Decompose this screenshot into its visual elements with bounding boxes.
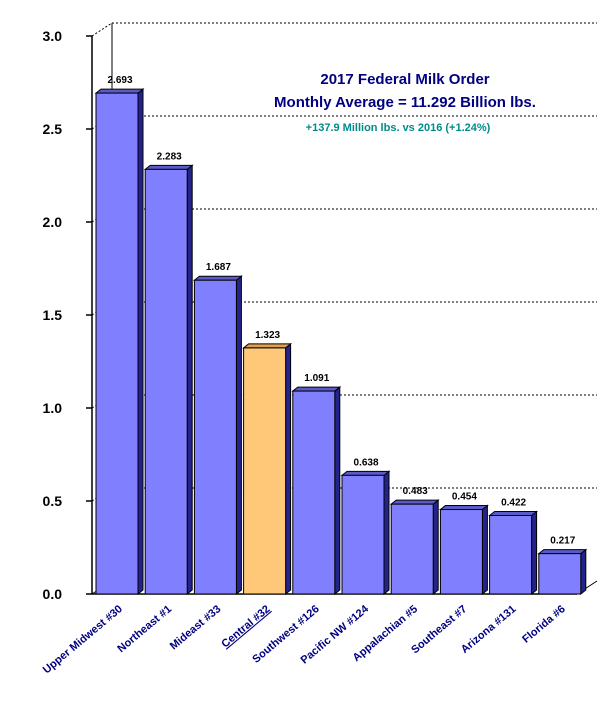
value-label: 0.454 bbox=[452, 492, 477, 503]
value-label: 1.323 bbox=[255, 330, 280, 341]
y-tick-label: 2.0 bbox=[43, 214, 63, 230]
bar-top bbox=[537, 549, 588, 555]
value-label: 2.283 bbox=[157, 151, 182, 162]
category-label: Florida #6 bbox=[520, 603, 568, 646]
y-tick-label: 0.5 bbox=[43, 493, 63, 509]
bar-side bbox=[186, 164, 193, 596]
value-label: 0.422 bbox=[501, 498, 526, 509]
bar bbox=[94, 88, 145, 596]
value-label: 1.687 bbox=[206, 262, 231, 273]
value-labels: 2.693 2.283 1.687 1.323 1.091 0.638 0.483 0.454… bbox=[107, 75, 575, 547]
bars bbox=[94, 88, 588, 596]
bar-side bbox=[137, 88, 144, 596]
bar-top bbox=[340, 470, 391, 476]
bar bbox=[242, 342, 293, 596]
bar-top bbox=[291, 386, 342, 392]
category-label: Upper Midwest #30 bbox=[41, 603, 125, 676]
value-label: 0.638 bbox=[353, 457, 378, 468]
bar bbox=[192, 275, 243, 596]
chart-title-block: 2017 Federal Milk Order Monthly Average … bbox=[274, 71, 536, 134]
bar-side bbox=[285, 342, 292, 596]
bar-front bbox=[292, 390, 336, 595]
y-tick-label: 0.0 bbox=[43, 586, 63, 602]
bar bbox=[389, 499, 440, 596]
bar-front bbox=[489, 515, 533, 595]
bar-side bbox=[580, 548, 587, 596]
bar-side bbox=[334, 386, 341, 596]
bar bbox=[143, 164, 194, 596]
bar-side bbox=[432, 499, 439, 596]
y-tick-label: 3.0 bbox=[43, 28, 63, 44]
bar-top bbox=[143, 164, 194, 170]
bar-front bbox=[439, 509, 483, 595]
bar-front bbox=[341, 474, 385, 595]
bar bbox=[488, 510, 539, 596]
value-label: 2.693 bbox=[107, 75, 132, 86]
value-label: 0.217 bbox=[550, 536, 575, 547]
bar-top bbox=[438, 505, 489, 511]
bar-front bbox=[538, 553, 582, 595]
value-label: 1.091 bbox=[304, 373, 329, 384]
bar-top bbox=[389, 499, 440, 505]
chart-subtitle: Monthly Average = 11.292 Billion lbs. bbox=[274, 94, 536, 111]
category-label: Mideast #33 bbox=[168, 603, 223, 652]
y-tick-label: 1.0 bbox=[43, 400, 63, 416]
bar bbox=[291, 386, 342, 596]
bar-front bbox=[144, 168, 188, 595]
bar-front bbox=[243, 347, 287, 595]
bar-side bbox=[481, 504, 488, 596]
category-label: Northeast #1 bbox=[115, 603, 174, 655]
y-tick-label: 1.5 bbox=[43, 307, 63, 323]
value-label: 0.483 bbox=[403, 486, 428, 497]
bar-front bbox=[95, 92, 139, 595]
bar-top bbox=[192, 275, 243, 281]
bar-side bbox=[531, 510, 538, 596]
y-tick-label: 2.5 bbox=[43, 121, 63, 137]
bar bbox=[438, 504, 489, 596]
bar bbox=[537, 548, 588, 596]
bar-front bbox=[390, 503, 434, 595]
bar-front bbox=[193, 279, 237, 595]
bar-top bbox=[488, 511, 539, 517]
bar-side bbox=[383, 470, 390, 596]
bar-side bbox=[235, 275, 242, 596]
y-tick-labels: 0.0 0.5 1.0 1.5 2.0 2.5 3.0 bbox=[43, 28, 63, 602]
gridlines bbox=[91, 22, 597, 502]
wall-diagonal bbox=[91, 22, 113, 37]
bar-top bbox=[242, 343, 293, 349]
chart-annotation: +137.9 Million lbs. vs 2016 (+1.24%) bbox=[306, 122, 491, 134]
bar-top bbox=[94, 88, 145, 94]
chart-title: 2017 Federal Milk Order bbox=[320, 71, 489, 88]
bar bbox=[340, 470, 391, 596]
